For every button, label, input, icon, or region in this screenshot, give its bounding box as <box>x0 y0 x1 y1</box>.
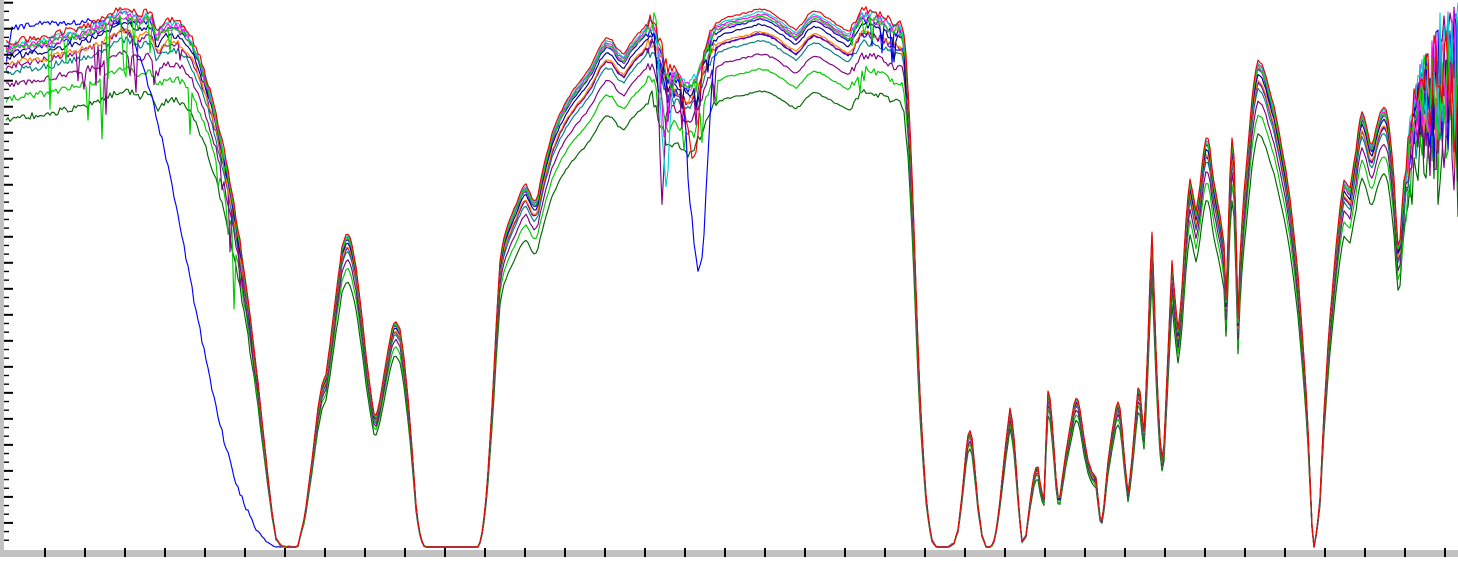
trace-red <box>5 6 1458 548</box>
trace-dark-green <box>5 60 1458 548</box>
x-axis-bar <box>0 550 1458 557</box>
y-axis-bar <box>0 0 4 557</box>
y-axis <box>0 0 13 557</box>
spectra-traces <box>5 2 1458 548</box>
trace-lime-green <box>5 12 1458 548</box>
trace-purple <box>5 34 1458 548</box>
x-axis <box>0 548 1458 557</box>
trace-bright-green <box>5 40 1458 548</box>
